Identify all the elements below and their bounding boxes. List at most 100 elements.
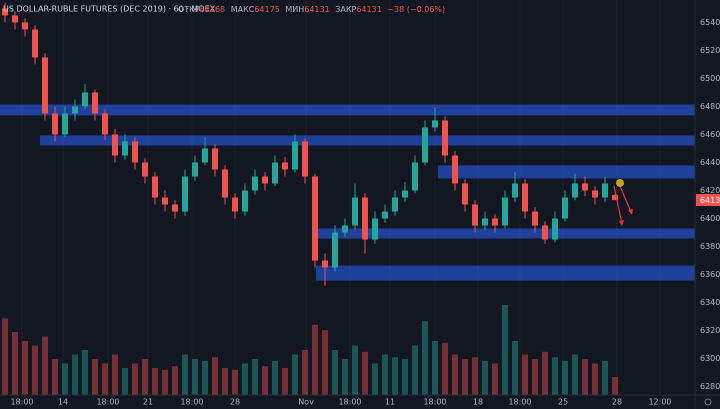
last-price-box — [696, 194, 720, 206]
body — [602, 183, 608, 198]
volume-bar — [192, 359, 198, 395]
arrow — [613, 185, 623, 225]
volume-bar — [472, 357, 478, 395]
x-tick-label: 28 — [230, 398, 240, 407]
zone — [40, 135, 695, 146]
volume-bar — [52, 359, 58, 395]
volume-bar — [572, 354, 578, 395]
volume-bar — [92, 359, 98, 395]
volume-bar — [392, 357, 398, 395]
axes: 62800 63000 63200 63400 63600 63800 64000 64200… — [10, 18, 720, 407]
low-label: МИН — [285, 5, 304, 14]
body — [332, 232, 338, 268]
x-tick-label: 21 — [143, 398, 153, 407]
volume-bar — [152, 368, 158, 395]
volume-bar — [512, 341, 518, 395]
y-tick-label: 62800 — [700, 382, 720, 391]
body — [312, 176, 318, 261]
body — [572, 183, 578, 198]
body — [392, 197, 398, 212]
body — [582, 183, 588, 191]
y-tick-label: 63800 — [700, 242, 720, 251]
body — [132, 141, 138, 163]
volume-bar — [42, 336, 48, 395]
body — [282, 162, 288, 170]
volume-bar — [352, 345, 358, 395]
volume-bar — [142, 359, 148, 395]
body — [562, 197, 568, 219]
settings-icon[interactable] — [704, 398, 712, 406]
body — [402, 190, 408, 198]
arrow-head — [628, 209, 633, 215]
volume-bar — [412, 345, 418, 395]
zone — [313, 228, 695, 239]
zone — [316, 265, 695, 281]
title: US DOLLAR-RUBLE FUTURES (DEC 2019) · 60 … — [3, 5, 216, 14]
body — [502, 197, 508, 226]
body — [472, 204, 478, 226]
volume-bar — [482, 360, 488, 395]
arrow-head — [619, 220, 624, 226]
volume-bar — [132, 363, 138, 395]
body — [192, 162, 198, 177]
volume-bar — [292, 354, 298, 395]
y-tick-label: 63600 — [700, 270, 720, 279]
body — [492, 218, 498, 226]
last-price: 64131 — [700, 196, 720, 205]
volume-bar — [172, 366, 178, 395]
y-tick-label: 64600 — [700, 130, 720, 139]
x-tick-label: 11 — [385, 398, 395, 407]
volume-bar — [462, 359, 468, 395]
open-value: 64168 — [200, 5, 225, 14]
volume-bar — [602, 360, 608, 395]
volume-bar — [282, 368, 288, 395]
volume-bar — [332, 350, 338, 395]
x-tick-label: 18:00 — [423, 398, 446, 407]
zone — [438, 165, 695, 179]
body — [532, 211, 538, 226]
x-tick-label: 28 — [612, 398, 622, 407]
body — [32, 29, 38, 58]
volume-bar — [72, 354, 78, 395]
y-tick-label: 63000 — [700, 354, 720, 363]
body — [482, 218, 488, 226]
volume-bar — [22, 341, 28, 395]
body — [42, 57, 48, 114]
volume-bar — [162, 369, 168, 395]
zones — [0, 104, 695, 281]
volume-bar — [202, 360, 208, 395]
body — [452, 155, 458, 184]
volume-bar — [592, 363, 598, 395]
arrow — [619, 185, 632, 213]
body — [22, 22, 28, 30]
volume-bar — [562, 360, 568, 395]
body — [212, 148, 218, 170]
volume-bar — [242, 363, 248, 395]
close-value: 64131 — [356, 5, 381, 14]
body — [462, 183, 468, 205]
annotations — [613, 179, 633, 226]
body — [382, 211, 388, 219]
body — [512, 183, 518, 198]
x-tick-label: 18:00 — [10, 398, 33, 407]
body — [162, 197, 168, 205]
candles — [2, 2, 618, 286]
volume-bar — [182, 354, 188, 395]
high-label: МАКС — [231, 5, 255, 14]
x-tick-label: Nov — [298, 398, 314, 407]
volume-bar — [232, 369, 238, 395]
body — [142, 162, 148, 177]
body — [342, 225, 348, 233]
body — [362, 197, 368, 240]
volume-bar — [62, 363, 68, 395]
high-value: 64175 — [254, 5, 279, 14]
body — [222, 169, 228, 198]
body — [542, 225, 548, 240]
y-tick-label: 65200 — [700, 46, 720, 55]
body — [292, 141, 298, 170]
volume-bar — [362, 351, 368, 395]
x-tick-label: 18:00 — [508, 398, 531, 407]
volume-bar — [322, 330, 328, 395]
body — [202, 148, 208, 163]
